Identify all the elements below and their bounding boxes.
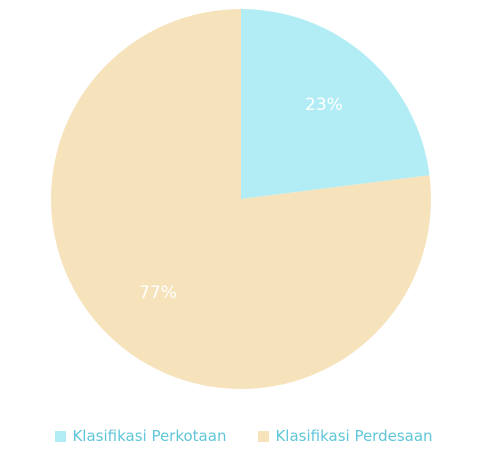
pie-slice-klasifikasi-perdesaan [50, 9, 431, 389]
legend-swatch-perkotaan [55, 430, 67, 442]
slice-label-klasifikasi-perdesaan: 77% [139, 283, 177, 303]
legend-label-perdesaan: Klasifikasi Perdesaan [275, 427, 433, 445]
chart-legend: Klasifikasi Perkotaan Klasifikasi Perdes… [0, 423, 488, 449]
legend-label-perkotaan: Klasifikasi Perkotaan [72, 427, 227, 445]
legend-swatch-perdesaan [258, 430, 270, 442]
legend-item-perkotaan: Klasifikasi Perkotaan [55, 427, 226, 445]
pie-slices [50, 9, 431, 389]
pie-labels: 23% 77% [139, 95, 343, 303]
pie-slice-klasifikasi-perkotaan [241, 9, 430, 199]
legend-item-perdesaan: Klasifikasi Perdesaan [258, 427, 433, 445]
slice-label-klasifikasi-perkotaan: 23% [305, 95, 343, 115]
